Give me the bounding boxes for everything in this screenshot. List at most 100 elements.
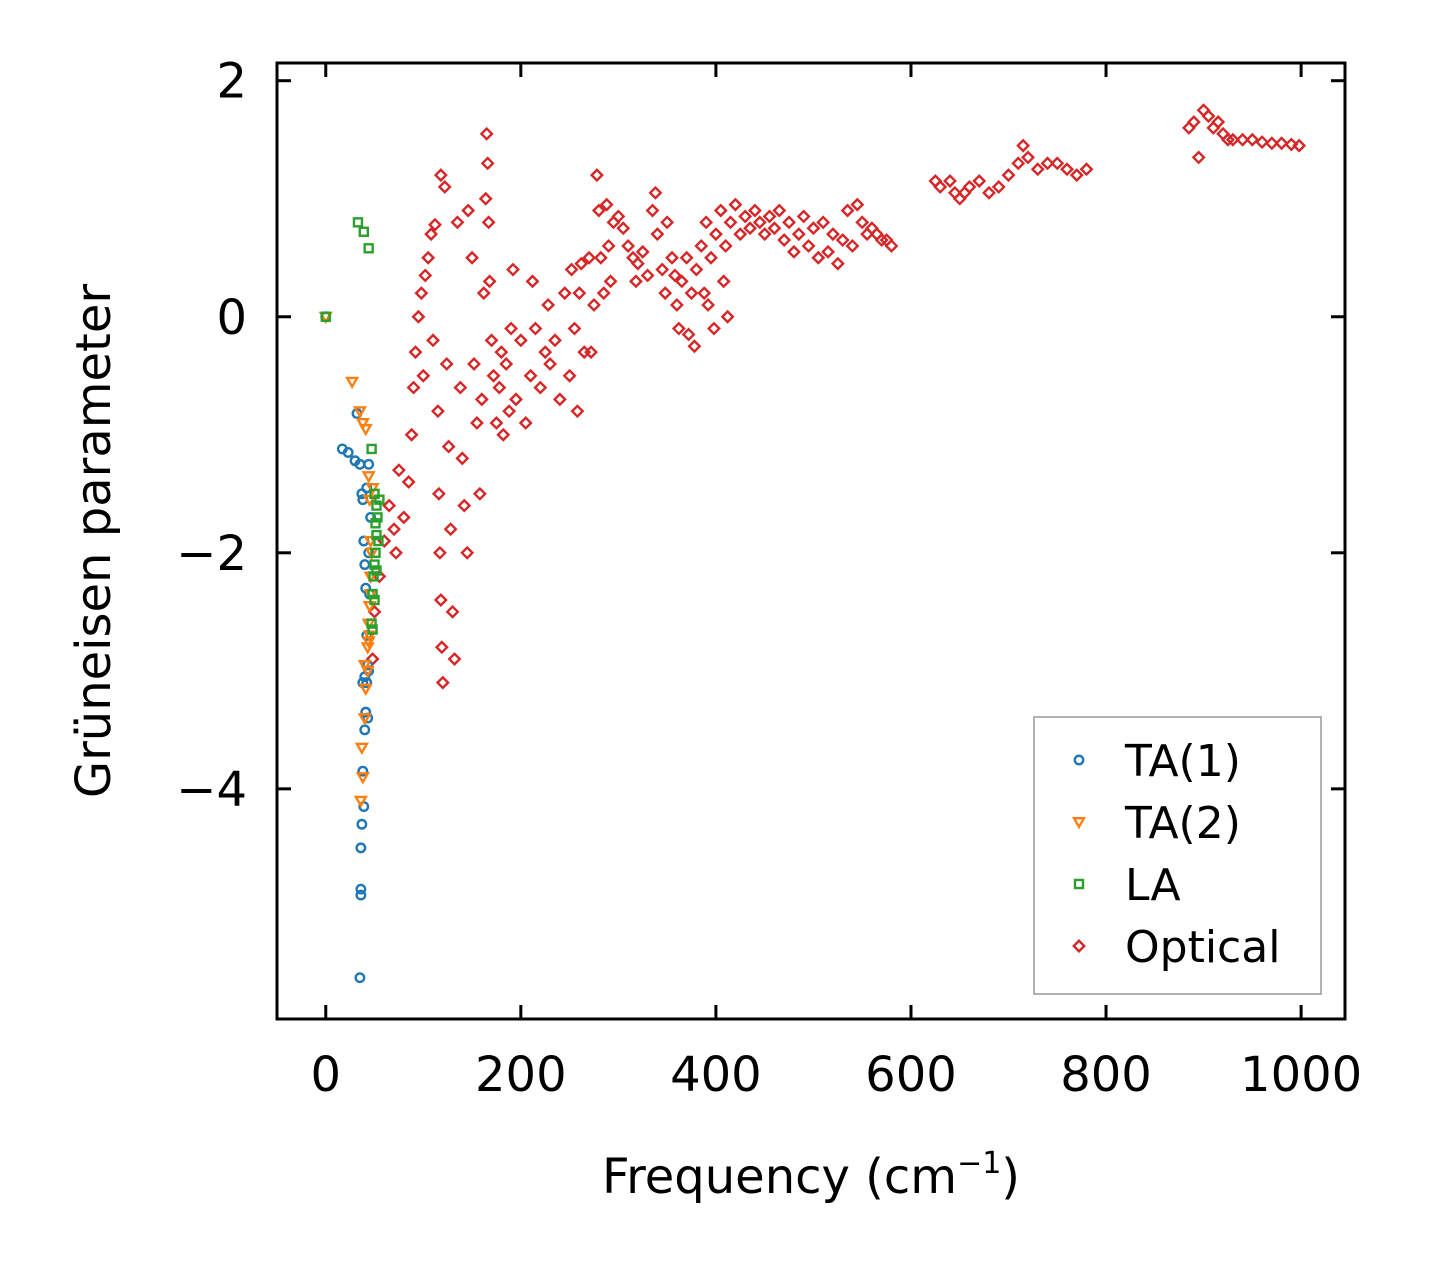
ta-1-point-21 — [355, 883, 367, 895]
optical-point-158 — [874, 233, 889, 247]
optical-point-16 — [418, 268, 433, 283]
optical-point-77 — [570, 404, 585, 419]
optical-point-166 — [957, 185, 972, 200]
optical-point-79 — [574, 256, 589, 271]
la-point-12 — [367, 588, 378, 600]
optical-point-84 — [589, 168, 604, 183]
optical-point-102 — [650, 227, 665, 242]
optical-point-71 — [548, 333, 562, 348]
optical-point-169 — [982, 185, 996, 200]
legend-marker-0 — [1073, 754, 1085, 766]
ta-2-point-1 — [345, 376, 360, 390]
optical-point-91 — [606, 215, 621, 230]
optical-point-64 — [523, 368, 538, 383]
optical-point-114 — [687, 339, 702, 354]
optical-point-128 — [728, 197, 743, 212]
la-point-0 — [320, 311, 331, 322]
ta-2-point-3 — [355, 418, 370, 431]
optical-point-175 — [1030, 162, 1045, 177]
optical-point-54 — [492, 380, 507, 395]
optical-point-11 — [406, 380, 421, 395]
optical-point-182 — [1186, 115, 1201, 129]
optical-point-120 — [704, 250, 718, 265]
optical-point-67 — [533, 380, 548, 395]
optical-point-5 — [387, 522, 401, 537]
optical-point-55 — [494, 345, 509, 360]
optical-point-92 — [611, 209, 626, 224]
optical-point-39 — [461, 203, 476, 218]
optical-point-28 — [437, 179, 452, 194]
optical-point-108 — [669, 298, 684, 312]
optical-point-62 — [513, 333, 528, 348]
plot-frame — [275, 61, 1347, 1021]
la-point-7 — [372, 512, 383, 523]
optical-point-161 — [928, 174, 943, 188]
optical-point-94 — [621, 238, 636, 253]
optical-point-172 — [1011, 156, 1026, 171]
optical-point-152 — [845, 238, 860, 253]
ta-2-point-12 — [361, 636, 376, 649]
ta-1-point-24 — [363, 458, 375, 470]
optical-point-14 — [414, 286, 429, 301]
optical-point-156 — [865, 221, 879, 236]
optical-point-83 — [587, 298, 601, 312]
optical-point-133 — [752, 215, 767, 230]
data-marks — [318, 103, 1307, 984]
optical-point-143 — [801, 238, 816, 253]
optical-point-196 — [1284, 137, 1299, 152]
optical-point-167 — [962, 179, 977, 194]
ta-1-point-16 — [359, 724, 371, 736]
optical-point-57 — [499, 357, 514, 371]
optical-point-26 — [435, 675, 450, 690]
ta-1-point-23 — [354, 972, 366, 984]
optical-point-187 — [1211, 115, 1226, 129]
optical-point-180 — [1079, 162, 1094, 177]
optical-point-183 — [1191, 150, 1206, 165]
la-point-1 — [352, 217, 364, 228]
optical-point-177 — [1050, 156, 1065, 171]
optical-point-173 — [1016, 138, 1031, 153]
legend-marker-1 — [1071, 817, 1087, 830]
optical-point-119 — [701, 298, 716, 312]
optical-point-124 — [716, 274, 731, 289]
optical-point-188 — [1216, 126, 1231, 141]
optical-point-22 — [431, 486, 446, 501]
optical-point-33 — [447, 652, 462, 666]
optical-point-7 — [391, 463, 406, 478]
optical-point-147 — [821, 244, 836, 259]
optical-point-115 — [689, 262, 704, 277]
optical-point-98 — [635, 244, 650, 259]
optical-point-51 — [484, 333, 499, 348]
la-point-18 — [369, 594, 380, 606]
optical-point-40 — [465, 250, 480, 265]
x-tick-label-4: 800 — [1060, 1047, 1152, 1103]
optical-point-48 — [480, 156, 495, 171]
la-point-14 — [373, 535, 384, 547]
ta-2-point-13 — [360, 642, 375, 655]
optical-point-117 — [697, 286, 712, 301]
optical-point-110 — [674, 274, 689, 289]
optical-point-99 — [640, 268, 655, 283]
optical-point-104 — [658, 286, 673, 301]
optical-point-87 — [596, 286, 611, 301]
optical-point-122 — [708, 227, 723, 242]
optical-point-162 — [933, 179, 948, 194]
optical-point-101 — [648, 185, 663, 200]
optical-point-38 — [460, 545, 475, 560]
optical-point-23 — [432, 545, 447, 560]
optical-point-191 — [1235, 132, 1250, 147]
optical-point-47 — [479, 126, 494, 141]
optical-point-65 — [525, 274, 540, 289]
optical-point-58 — [502, 404, 517, 419]
legend-label-3: Optical — [1125, 922, 1280, 973]
ta-1-point-2 — [342, 447, 354, 458]
optical-point-165 — [952, 191, 967, 206]
optical-point-157 — [869, 227, 884, 242]
optical-point-190 — [1225, 132, 1240, 147]
ta-1-point-15 — [360, 706, 372, 718]
optical-point-176 — [1040, 156, 1055, 171]
optical-point-60 — [506, 262, 520, 277]
optical-point-123 — [713, 203, 728, 218]
legend-marker-2 — [1073, 878, 1085, 890]
optical-point-42 — [469, 416, 484, 430]
